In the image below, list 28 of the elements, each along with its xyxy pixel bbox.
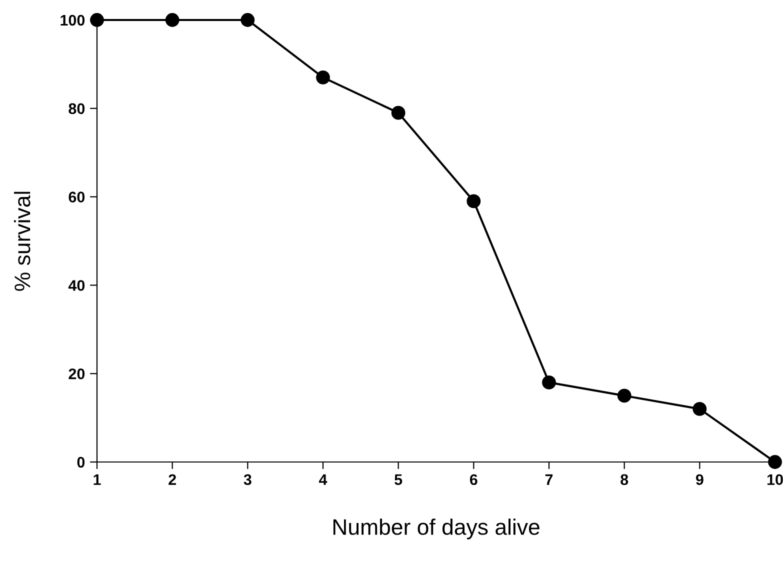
point [542, 375, 556, 390]
point [240, 13, 255, 27]
x-tick-label: 8 [620, 474, 628, 486]
x-axis-title: Number of days alive [333, 518, 540, 540]
x-tick-label: 3 [244, 474, 252, 486]
point [316, 70, 330, 84]
y-tick-label: 40 [68, 280, 85, 291]
x-tick-label: 1 [94, 474, 101, 485]
y-tick-label: 100 [60, 14, 85, 26]
x-tick-label: 10 [767, 474, 783, 486]
y-tick-label: 20 [68, 368, 85, 380]
y-tick-label: 0 [77, 456, 85, 468]
point [768, 455, 782, 469]
x-tick-label: 5 [394, 474, 402, 486]
point [391, 106, 406, 120]
x-tick-label: 7 [545, 474, 553, 485]
y-axis-title: % survival [14, 192, 30, 291]
point [692, 402, 707, 416]
x-tick-label: 2 [168, 474, 176, 485]
y-tick-label: 80 [68, 103, 85, 114]
x-tick-label: 4 [318, 474, 328, 485]
point [466, 194, 481, 208]
y-tick-label: 60 [68, 192, 85, 202]
point [165, 13, 180, 27]
x-tick-label: 6 [470, 474, 478, 486]
point [90, 13, 104, 27]
x-tick-label: 9 [696, 474, 704, 486]
point [617, 388, 632, 403]
